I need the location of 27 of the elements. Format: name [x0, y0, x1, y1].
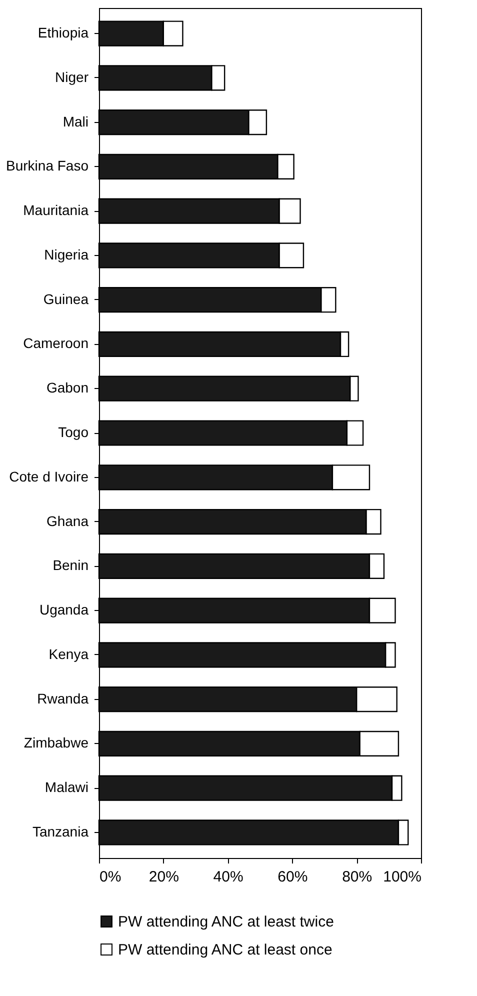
- y-tick-label: Mali: [62, 113, 88, 130]
- x-tick-label: 20%: [148, 868, 179, 886]
- y-tick-label: Tanzania: [32, 823, 89, 840]
- y-tick-label: Cote d Ivoire: [9, 468, 89, 484]
- x-tick-label: 80%: [342, 868, 372, 886]
- y-tick-label: Gabon: [46, 380, 88, 396]
- x-tick-label: 60%: [278, 868, 308, 886]
- y-tick-label: Benin: [52, 557, 88, 574]
- y-tick-label: Uganda: [39, 602, 89, 618]
- y-tick-label: Malawi: [44, 779, 88, 796]
- y-tick-label: Rwanda: [37, 690, 89, 706]
- y-tick-label: Ethiopia: [38, 24, 89, 41]
- y-tick-label: Niger: [55, 68, 89, 85]
- x-tick-label: 40%: [213, 868, 244, 886]
- legend-label: PW attending ANC at least once: [118, 942, 332, 958]
- x-tick-label: 0%: [100, 868, 122, 886]
- y-tick-label: Burkina Faso: [6, 158, 89, 174]
- y-tick-label: Zimbabwe: [24, 734, 89, 751]
- y-tick-label: Mauritania: [23, 202, 89, 218]
- y-tick-label: Kenya: [48, 646, 89, 662]
- x-tick-label: 100%: [383, 868, 422, 886]
- y-tick-label: Nigeria: [44, 246, 89, 262]
- y-tick-label: Togo: [58, 424, 89, 440]
- y-tick-label: Guinea: [43, 290, 89, 307]
- legend-label: PW attending ANC at least twice: [118, 914, 334, 930]
- y-tick-label: Cameroon: [23, 335, 88, 352]
- y-tick-label: Ghana: [46, 512, 89, 529]
